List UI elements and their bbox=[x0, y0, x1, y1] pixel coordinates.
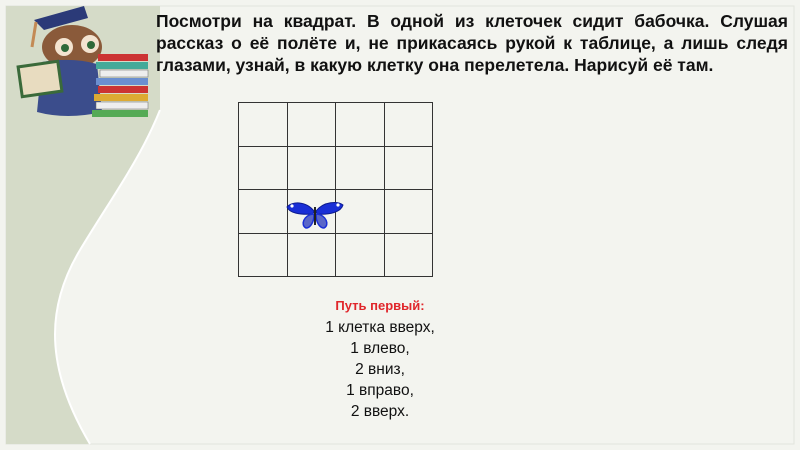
grid-cell[interactable] bbox=[286, 232, 336, 277]
grid-cell[interactable] bbox=[335, 102, 385, 147]
grid-cell[interactable] bbox=[335, 145, 385, 190]
butterfly-icon bbox=[286, 202, 344, 229]
grid-cell[interactable] bbox=[238, 189, 288, 234]
grid-cell[interactable] bbox=[383, 102, 433, 147]
grid-cell[interactable] bbox=[383, 145, 433, 190]
grid-cell[interactable] bbox=[286, 102, 336, 147]
path-step: 1 вправо, bbox=[346, 382, 414, 399]
path-step: 2 вверх. bbox=[350, 403, 410, 420]
task-instructions: Посмотри на квадрат. В одной из клеточек… bbox=[156, 11, 788, 75]
grid-cell[interactable] bbox=[383, 232, 433, 277]
path-step: 1 влево, bbox=[350, 340, 410, 357]
grid-cell[interactable] bbox=[238, 145, 288, 190]
grid-cell[interactable] bbox=[238, 102, 288, 147]
grid-cell[interactable] bbox=[383, 189, 433, 234]
owl-teacher-with-books-icon bbox=[16, 6, 149, 117]
grid-cell[interactable] bbox=[286, 145, 336, 190]
grid-cell[interactable] bbox=[335, 232, 385, 277]
path-instructions: Путь первый: 1 клетка вверх, 1 влево, 2 … bbox=[300, 298, 460, 422]
grid-cell[interactable] bbox=[238, 232, 288, 277]
path-title: Путь первый: bbox=[335, 298, 425, 313]
path-step: 1 клетка вверх, bbox=[325, 319, 435, 336]
path-step: 2 вниз, bbox=[355, 361, 405, 378]
grid-4x4 bbox=[238, 102, 433, 277]
